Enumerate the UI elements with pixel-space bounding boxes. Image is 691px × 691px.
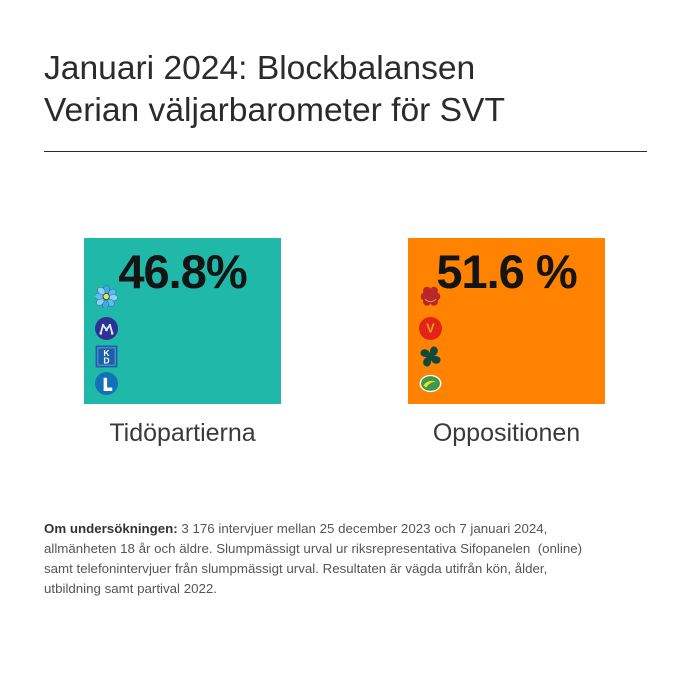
svg-text:V: V <box>426 322 435 336</box>
svg-text:D: D <box>103 355 109 365</box>
